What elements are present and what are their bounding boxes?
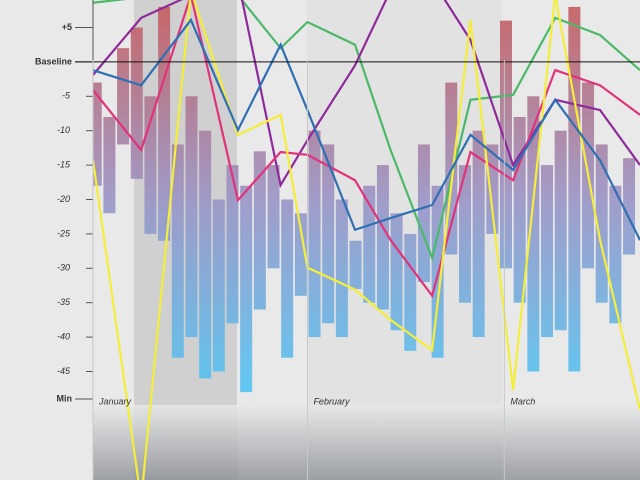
range-bar [253, 151, 266, 310]
range-bar [417, 144, 430, 283]
range-bar [294, 213, 307, 296]
month-label: February [313, 396, 350, 406]
range-bar [267, 165, 280, 269]
range-bar [363, 185, 376, 303]
range-bar [390, 213, 403, 331]
range-bar [472, 130, 485, 338]
range-bar [335, 199, 348, 338]
range-bar [623, 158, 636, 255]
line-series [93, 0, 640, 480]
y-tick-label: -10 [57, 125, 70, 135]
y-tick-label: -35 [57, 297, 71, 307]
y-tick-label: -15 [57, 159, 71, 169]
range-bar [308, 130, 321, 338]
line-series [93, 17, 640, 241]
range-bar [199, 130, 212, 379]
lines [93, 0, 640, 480]
range-bar [226, 165, 239, 324]
y-tick-label: -20 [57, 194, 70, 204]
range-bar [554, 130, 567, 331]
range-bar [458, 165, 471, 303]
range-bar [349, 240, 362, 289]
range-bar [144, 96, 157, 234]
y-tick-label: -30 [57, 263, 70, 273]
range-bar [376, 165, 389, 310]
range-bar [281, 199, 294, 358]
y-tick-label: +5 [62, 22, 72, 32]
month-label: January [98, 396, 132, 406]
range-bar [158, 6, 171, 241]
y-tick-label: -40 [57, 331, 70, 341]
photo-strip [93, 405, 640, 480]
line-series [93, 0, 640, 262]
range-bar [541, 165, 554, 338]
range-bar [103, 116, 116, 214]
range-bar [93, 82, 102, 186]
range-bar [513, 116, 526, 303]
range-bar [240, 185, 253, 393]
range-bar [568, 6, 581, 372]
range-bar [171, 144, 184, 358]
month-label: March [510, 396, 535, 406]
range-bar [486, 144, 499, 234]
y-tick-label: -45 [57, 366, 71, 376]
y-tick-label: -25 [57, 228, 71, 238]
range-bar [212, 199, 225, 372]
range-bar [117, 48, 130, 145]
range-bar [130, 27, 143, 179]
y-tick-label: Min [57, 393, 73, 403]
range-bar [185, 96, 198, 338]
y-tick-label: -5 [62, 91, 71, 101]
y-tick-label: Baseline [35, 56, 72, 66]
line-series [93, 0, 640, 299]
